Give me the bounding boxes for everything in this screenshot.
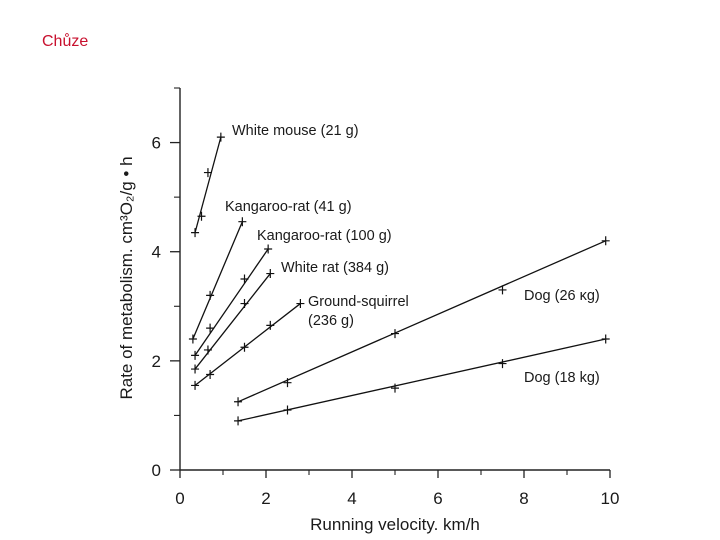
data-point [601, 236, 610, 246]
y-tick-label: 6 [152, 134, 161, 153]
y-tick-label: 2 [152, 352, 161, 371]
data-point [234, 397, 243, 407]
label-white-rat: White rat (384 g) [281, 260, 389, 276]
data-point [296, 299, 305, 309]
label-dog-18: Dog (18 kg) [524, 370, 600, 386]
data-point [240, 274, 249, 284]
series-4 [191, 299, 305, 390]
data-point [266, 269, 275, 279]
data-point [498, 285, 507, 295]
series-line [192, 221, 243, 340]
series-3 [191, 269, 275, 374]
data-point [203, 168, 212, 178]
y-tick-label: 0 [152, 461, 161, 480]
x-tick-label: 8 [519, 489, 528, 508]
data-point [283, 378, 292, 388]
series-line [194, 273, 271, 370]
data-point [498, 359, 507, 369]
y-tick-label: 4 [152, 243, 161, 262]
label-ground-squirrel-line2: (236 g) [308, 313, 354, 329]
x-axis-title: Running velocity. km/h [310, 515, 480, 534]
data-point [206, 323, 215, 333]
y-axis-title: Rate of metabolism. cm³O₂/g • h [117, 156, 136, 399]
series-5 [234, 236, 610, 407]
label-ground-squirrel-line1: Ground-squirrel [308, 294, 409, 310]
data-point [216, 132, 225, 142]
data-point [191, 364, 200, 374]
chart-ticks: 0 2 4 6 8 10 0 2 4 6 [152, 87, 620, 508]
series-line [194, 303, 301, 386]
slide-title: Chůze [42, 33, 89, 50]
label-kangaroo-rat-100: Kangaroo-rat (100 g) [257, 228, 392, 244]
data-point [203, 345, 212, 355]
data-point [240, 299, 249, 309]
series-6 [234, 334, 610, 426]
series-2 [191, 244, 273, 360]
data-point [266, 320, 275, 330]
data-point [197, 211, 206, 221]
series-line [194, 136, 222, 233]
series-1 [188, 217, 247, 344]
data-point [206, 290, 215, 300]
data-point [206, 370, 215, 379]
x-tick-label: 0 [175, 489, 184, 508]
x-tick-label: 6 [433, 489, 442, 508]
data-point [391, 383, 399, 393]
series-0 [191, 132, 225, 238]
data-point [191, 228, 200, 238]
data-point [191, 350, 200, 360]
series-labels: White mouse (21 g) Kangaroo-rat (41 g) K… [225, 123, 600, 386]
data-point [264, 244, 273, 254]
label-kangaroo-rat-41: Kangaroo-rat (41 g) [225, 199, 352, 215]
data-point [601, 334, 610, 344]
series-line [237, 240, 606, 403]
chart-series [188, 132, 610, 426]
data-point [234, 416, 243, 426]
series-line [237, 338, 606, 422]
data-point [283, 405, 292, 415]
data-point [188, 334, 197, 344]
x-tick-label: 4 [347, 489, 356, 508]
data-point [391, 329, 399, 339]
data-point [191, 380, 200, 390]
series-line [194, 248, 269, 356]
label-ground-squirrel: Ground-squirrel (236 g) [308, 294, 413, 329]
x-tick-label: 2 [261, 489, 270, 508]
x-tick-label: 10 [601, 489, 620, 508]
label-white-mouse: White mouse (21 g) [232, 123, 359, 139]
data-point [240, 342, 249, 352]
label-dog-26: Dog (26 κg) [524, 288, 600, 304]
data-point [238, 217, 247, 227]
